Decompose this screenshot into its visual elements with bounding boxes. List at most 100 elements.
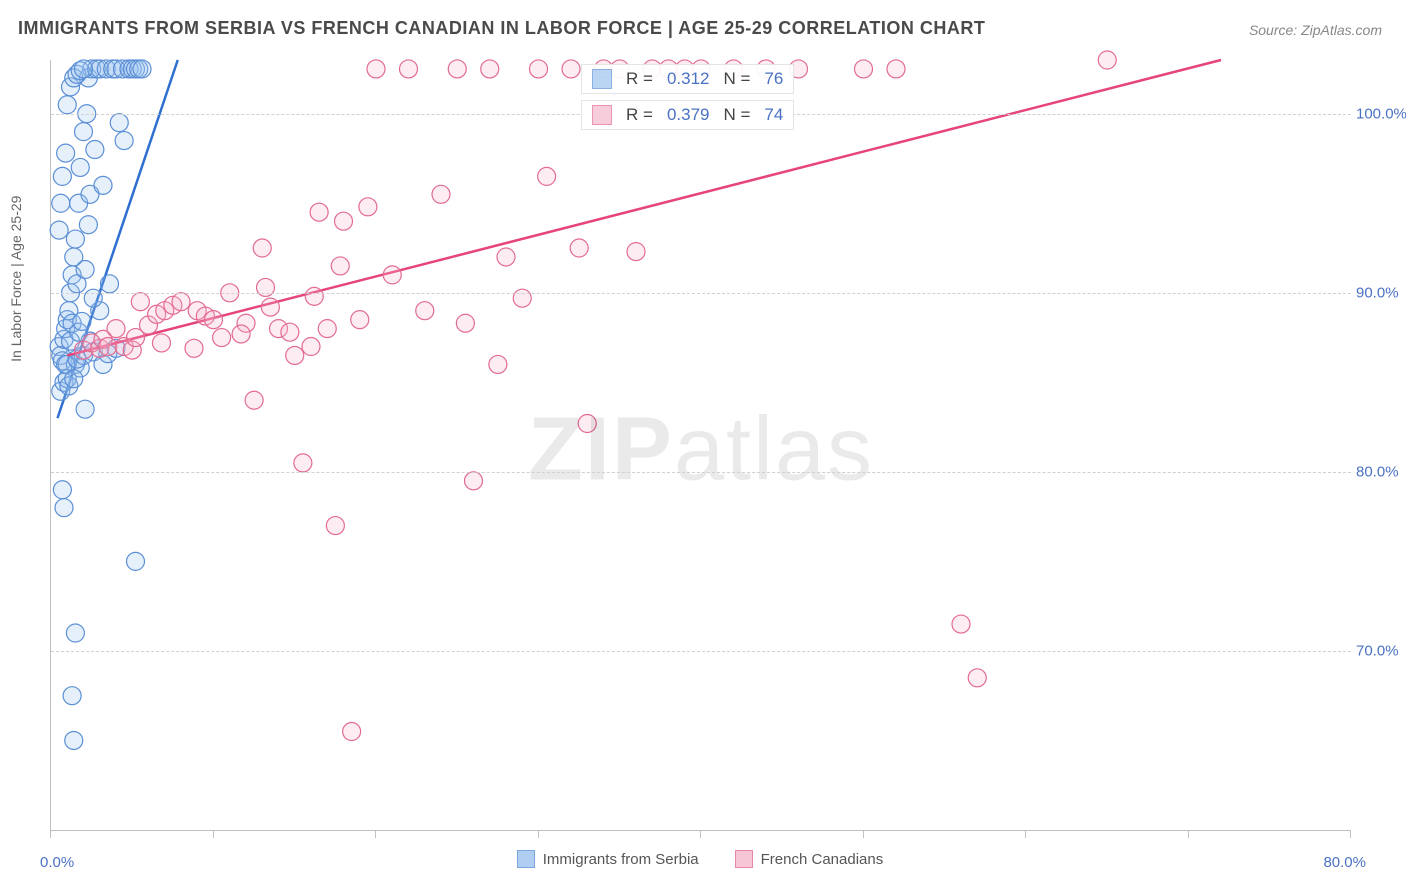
data-point: [57, 144, 75, 162]
data-point: [497, 248, 515, 266]
data-point: [952, 615, 970, 633]
data-point: [343, 723, 361, 741]
data-point: [65, 731, 83, 749]
data-point: [133, 60, 151, 78]
data-point: [456, 314, 474, 332]
data-point: [107, 320, 125, 338]
n-value: 76: [764, 69, 783, 89]
data-point: [432, 185, 450, 203]
n-value: 74: [764, 105, 783, 125]
data-point: [99, 338, 117, 356]
legend-swatch: [592, 105, 612, 125]
chart-title: IMMIGRANTS FROM SERBIA VS FRENCH CANADIA…: [18, 18, 985, 39]
y-axis-title: In Labor Force | Age 25-29: [8, 196, 24, 362]
stats-box: R =0.379N =74: [581, 100, 794, 130]
data-point: [76, 400, 94, 418]
data-point: [73, 312, 91, 330]
x-tick: [375, 830, 376, 838]
bottom-legend: Immigrants from Serbia French Canadians: [50, 850, 1350, 872]
x-tick: [1025, 830, 1026, 838]
data-point: [55, 499, 73, 517]
data-point: [58, 96, 76, 114]
gridline: [51, 651, 1351, 652]
data-point: [86, 141, 104, 159]
legend-swatch: [735, 850, 753, 868]
data-point: [448, 60, 466, 78]
y-tick-label: 80.0%: [1356, 463, 1406, 480]
data-point: [465, 472, 483, 490]
data-point: [53, 481, 71, 499]
data-point: [172, 293, 190, 311]
data-point: [253, 239, 271, 257]
data-point: [367, 60, 385, 78]
data-point: [94, 176, 112, 194]
data-point: [75, 123, 93, 141]
data-point: [562, 60, 580, 78]
data-point: [968, 669, 986, 687]
data-point: [205, 311, 223, 329]
data-point: [331, 257, 349, 275]
r-label: R =: [626, 69, 653, 89]
source-attribution: Source: ZipAtlas.com: [1249, 22, 1382, 38]
x-tick: [863, 830, 864, 838]
x-tick: [700, 830, 701, 838]
legend-label: French Canadians: [761, 851, 884, 868]
data-point: [855, 60, 873, 78]
data-point: [131, 293, 149, 311]
x-tick: [1350, 830, 1351, 838]
data-point: [489, 355, 507, 373]
data-point: [887, 60, 905, 78]
data-point: [286, 346, 304, 364]
data-point: [261, 298, 279, 316]
data-point: [538, 167, 556, 185]
data-point: [101, 275, 119, 293]
plot-area: ZIPatlas 70.0%80.0%90.0%100.0%R =0.312N …: [50, 60, 1351, 831]
data-point: [65, 370, 83, 388]
x-tick: [213, 830, 214, 838]
y-tick-label: 100.0%: [1356, 105, 1406, 122]
gridline: [51, 293, 1351, 294]
data-point: [127, 329, 145, 347]
data-point: [481, 60, 499, 78]
x-ticks: [50, 830, 1350, 838]
y-tick-label: 70.0%: [1356, 642, 1406, 659]
y-tick-label: 90.0%: [1356, 284, 1406, 301]
legend-swatch: [517, 850, 535, 868]
legend-item: French Canadians: [735, 850, 884, 868]
data-point: [326, 517, 344, 535]
data-point: [578, 415, 596, 433]
data-point: [294, 454, 312, 472]
data-point: [310, 203, 328, 221]
data-point: [281, 323, 299, 341]
data-point: [570, 239, 588, 257]
stats-box: R =0.312N =76: [581, 64, 794, 94]
data-point: [50, 221, 68, 239]
r-label: R =: [626, 105, 653, 125]
data-point: [75, 60, 93, 78]
data-point: [52, 194, 70, 212]
data-point: [76, 261, 94, 279]
data-point: [530, 60, 548, 78]
data-point: [383, 266, 401, 284]
data-point: [232, 325, 250, 343]
legend-swatch: [592, 69, 612, 89]
data-point: [127, 552, 145, 570]
data-point: [63, 687, 81, 705]
data-point: [1098, 51, 1116, 69]
data-point: [302, 338, 320, 356]
data-point: [66, 624, 84, 642]
data-point: [213, 329, 231, 347]
data-point: [153, 334, 171, 352]
data-point: [400, 60, 418, 78]
data-point: [416, 302, 434, 320]
data-point: [305, 287, 323, 305]
data-point: [351, 311, 369, 329]
legend-item: Immigrants from Serbia: [517, 850, 699, 868]
data-point: [115, 132, 133, 150]
data-point: [110, 114, 128, 132]
data-point: [627, 243, 645, 261]
data-point: [66, 230, 84, 248]
r-value: 0.379: [667, 105, 710, 125]
data-point: [318, 320, 336, 338]
plot-svg: [51, 60, 1351, 830]
